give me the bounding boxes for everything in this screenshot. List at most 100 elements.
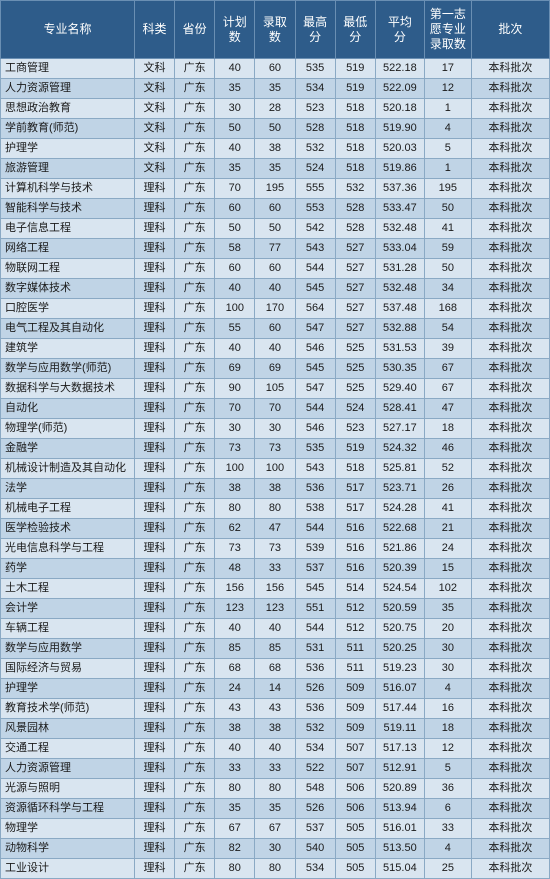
cell: 护理学 (1, 679, 135, 699)
cell: 531 (295, 639, 335, 659)
cell: 67 (215, 819, 255, 839)
cell: 5 (424, 139, 471, 159)
cell: 35 (255, 799, 295, 819)
cell: 517.44 (375, 699, 424, 719)
cell: 67 (424, 359, 471, 379)
cell: 本科批次 (471, 679, 549, 699)
cell: 本科批次 (471, 99, 549, 119)
cell: 105 (255, 379, 295, 399)
cell: 40 (255, 279, 295, 299)
cell: 527 (335, 299, 375, 319)
cell: 本科批次 (471, 159, 549, 179)
cell: 505 (335, 859, 375, 879)
table-body: 工商管理文科广东4060535519522.1817本科批次人力资源管理文科广东… (1, 59, 550, 879)
cell: 本科批次 (471, 339, 549, 359)
cell: 智能科学与技术 (1, 199, 135, 219)
cell: 511 (335, 639, 375, 659)
table-row: 物理学理科广东6767537505516.0133本科批次 (1, 819, 550, 839)
cell: 广东 (175, 439, 215, 459)
cell: 520.25 (375, 639, 424, 659)
table-row: 国际经济与贸易理科广东6868536511519.2330本科批次 (1, 659, 550, 679)
cell: 理科 (134, 299, 174, 319)
table-row: 学前教育(师范)文科广东5050528518519.904本科批次 (1, 119, 550, 139)
cell: 14 (255, 679, 295, 699)
cell: 80 (255, 859, 295, 879)
cell: 537.36 (375, 179, 424, 199)
cell: 本科批次 (471, 499, 549, 519)
cell: 59 (424, 239, 471, 259)
cell: 33 (255, 559, 295, 579)
cell: 理科 (134, 819, 174, 839)
cell: 电子信息工程 (1, 219, 135, 239)
cell: 文科 (134, 99, 174, 119)
cell: 532.48 (375, 279, 424, 299)
cell: 520.59 (375, 599, 424, 619)
cell: 本科批次 (471, 639, 549, 659)
cell: 广东 (175, 599, 215, 619)
cell: 文科 (134, 139, 174, 159)
col-header-3: 计划数 (215, 1, 255, 59)
cell: 广东 (175, 799, 215, 819)
cell: 广东 (175, 739, 215, 759)
cell: 123 (215, 599, 255, 619)
cell: 理科 (134, 239, 174, 259)
cell: 170 (255, 299, 295, 319)
table-row: 建筑学理科广东4040546525531.5339本科批次 (1, 339, 550, 359)
cell: 41 (424, 219, 471, 239)
cell: 69 (255, 359, 295, 379)
cell: 工业设计 (1, 859, 135, 879)
cell: 30 (424, 639, 471, 659)
cell: 85 (255, 639, 295, 659)
cell: 48 (215, 559, 255, 579)
cell: 12 (424, 739, 471, 759)
cell: 519.90 (375, 119, 424, 139)
cell: 70 (215, 179, 255, 199)
table-row: 物理学(师范)理科广东3030546523527.1718本科批次 (1, 419, 550, 439)
cell: 123 (255, 599, 295, 619)
cell: 广东 (175, 79, 215, 99)
cell: 广东 (175, 419, 215, 439)
cell: 文科 (134, 59, 174, 79)
table-row: 光电信息科学与工程理科广东7373539516521.8624本科批次 (1, 539, 550, 559)
cell: 33 (215, 759, 255, 779)
cell: 本科批次 (471, 139, 549, 159)
cell: 文科 (134, 159, 174, 179)
cell: 35 (215, 799, 255, 819)
cell: 广东 (175, 139, 215, 159)
cell: 广东 (175, 859, 215, 879)
cell: 25 (424, 859, 471, 879)
table-row: 数字媒体技术理科广东4040545527532.4834本科批次 (1, 279, 550, 299)
cell: 广东 (175, 719, 215, 739)
cell: 530.35 (375, 359, 424, 379)
cell: 国际经济与贸易 (1, 659, 135, 679)
cell: 40 (215, 339, 255, 359)
cell: 527 (335, 239, 375, 259)
table-row: 网络工程理科广东5877543527533.0459本科批次 (1, 239, 550, 259)
cell: 理科 (134, 799, 174, 819)
cell: 156 (215, 579, 255, 599)
col-header-7: 平均分 (375, 1, 424, 59)
cell: 524 (295, 159, 335, 179)
cell: 527 (335, 279, 375, 299)
cell: 40 (255, 619, 295, 639)
cell: 理科 (134, 279, 174, 299)
cell: 18 (424, 419, 471, 439)
cell: 537 (295, 819, 335, 839)
cell: 546 (295, 419, 335, 439)
cell: 544 (295, 619, 335, 639)
cell: 4 (424, 679, 471, 699)
cell: 广东 (175, 119, 215, 139)
cell: 本科批次 (471, 599, 549, 619)
cell: 512 (335, 619, 375, 639)
cell: 电气工程及其自动化 (1, 319, 135, 339)
cell: 光源与照明 (1, 779, 135, 799)
table-row: 机械设计制造及其自动化理科广东100100543518525.8152本科批次 (1, 459, 550, 479)
cell: 法学 (1, 479, 135, 499)
cell: 24 (215, 679, 255, 699)
table-row: 数学与应用数学(师范)理科广东6969545525530.3567本科批次 (1, 359, 550, 379)
cell: 12 (424, 79, 471, 99)
cell: 40 (255, 739, 295, 759)
cell: 18 (424, 719, 471, 739)
cell: 广东 (175, 359, 215, 379)
cell: 本科批次 (471, 579, 549, 599)
